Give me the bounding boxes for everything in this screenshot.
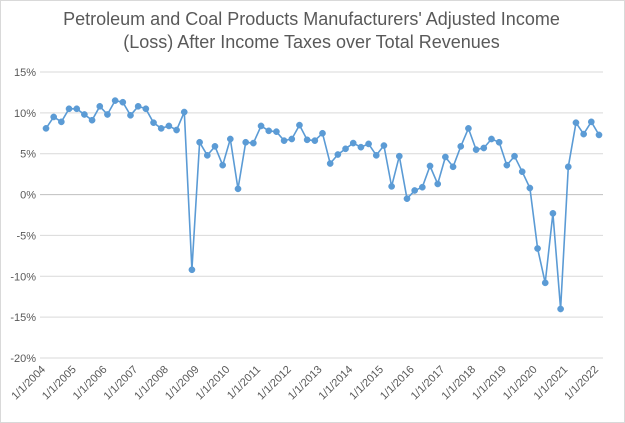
data-point — [395, 152, 403, 160]
data-point — [472, 146, 480, 153]
y-axis-tick-labels: 15% 10% 5% 0% -5% -10% -15% -20% — [10, 67, 36, 365]
y-tick-label: -10% — [10, 271, 36, 283]
chart-title-line-1: Petroleum and Coal Products Manufacturer… — [63, 9, 560, 29]
x-tick-label: 1/1/2022 — [562, 364, 601, 403]
data-point — [65, 105, 73, 113]
data-point — [495, 138, 503, 146]
data-point — [88, 116, 96, 124]
data-point — [457, 143, 465, 150]
data-point — [142, 105, 150, 113]
data-point — [188, 266, 196, 274]
data-point — [73, 105, 81, 113]
data-point — [157, 125, 165, 132]
data-point — [595, 131, 603, 139]
data-point — [134, 102, 142, 110]
y-tick-label: -20% — [10, 353, 36, 365]
y-tick-label: 0% — [20, 190, 36, 202]
data-point — [541, 279, 549, 287]
chart-title-line-2: (Loss) After Income Taxes over Total Rev… — [123, 32, 500, 52]
data-point — [549, 210, 557, 217]
data-point — [503, 161, 511, 169]
data-point — [150, 119, 157, 127]
data-point — [211, 143, 219, 150]
data-point — [426, 162, 434, 170]
data-point — [265, 127, 273, 135]
data-point — [442, 153, 449, 161]
data-point — [81, 111, 88, 118]
data-point — [572, 119, 580, 127]
data-point — [465, 125, 472, 132]
data-point — [372, 151, 380, 159]
data-point — [349, 139, 357, 147]
data-point — [326, 160, 334, 167]
data-point — [534, 245, 541, 252]
data-point — [42, 125, 50, 132]
data-point — [165, 122, 173, 130]
data-point — [303, 136, 311, 144]
data-point — [449, 163, 457, 171]
data-point — [104, 111, 111, 118]
data-point — [242, 138, 250, 146]
data-point — [111, 97, 119, 104]
data-point — [58, 118, 65, 126]
data-point — [418, 183, 426, 191]
data-point — [203, 151, 211, 159]
y-tick-label: -5% — [16, 230, 36, 242]
data-point — [380, 142, 388, 149]
data-point — [357, 143, 365, 151]
data-point — [319, 129, 326, 137]
data-point — [226, 135, 234, 143]
data-point — [511, 152, 518, 160]
data-point — [173, 126, 180, 134]
data-point — [518, 168, 526, 176]
data-point — [250, 139, 257, 147]
data-point — [196, 138, 203, 146]
data-point — [334, 151, 342, 158]
data-point — [587, 118, 595, 126]
x-tick-label: 1/1/2010 — [194, 364, 233, 403]
data-point — [411, 187, 419, 194]
data-point — [342, 145, 349, 153]
y-tick-label: 15% — [14, 67, 36, 79]
x-axis-tick-labels: 1/1/20041/1/20051/1/20061/1/20071/1/2008… — [9, 364, 601, 403]
data-point — [557, 305, 564, 313]
data-point — [403, 195, 411, 203]
series-points — [42, 97, 603, 313]
data-point — [119, 98, 127, 106]
data-point — [580, 130, 587, 138]
y-tick-label: 5% — [20, 149, 36, 161]
data-point — [365, 140, 372, 148]
data-point — [388, 183, 395, 190]
data-point — [526, 184, 534, 192]
y-tick-label: 10% — [14, 108, 36, 120]
data-point — [96, 102, 104, 110]
data-point — [219, 161, 227, 169]
data-point — [280, 137, 288, 144]
data-point — [50, 113, 58, 121]
data-point — [273, 128, 280, 136]
data-point — [180, 108, 188, 116]
y-tick-label: -15% — [10, 312, 36, 324]
data-point — [564, 163, 572, 171]
gridlines — [40, 71, 603, 359]
data-point — [288, 135, 296, 143]
data-point — [311, 137, 319, 144]
data-point — [234, 185, 242, 193]
chart-title: Petroleum and Coal Products Manufacturer… — [0, 8, 623, 54]
data-point — [296, 121, 303, 129]
data-point — [127, 111, 134, 119]
data-point — [480, 144, 488, 152]
data-point — [434, 180, 442, 188]
data-point — [488, 135, 495, 143]
data-point — [257, 122, 265, 130]
